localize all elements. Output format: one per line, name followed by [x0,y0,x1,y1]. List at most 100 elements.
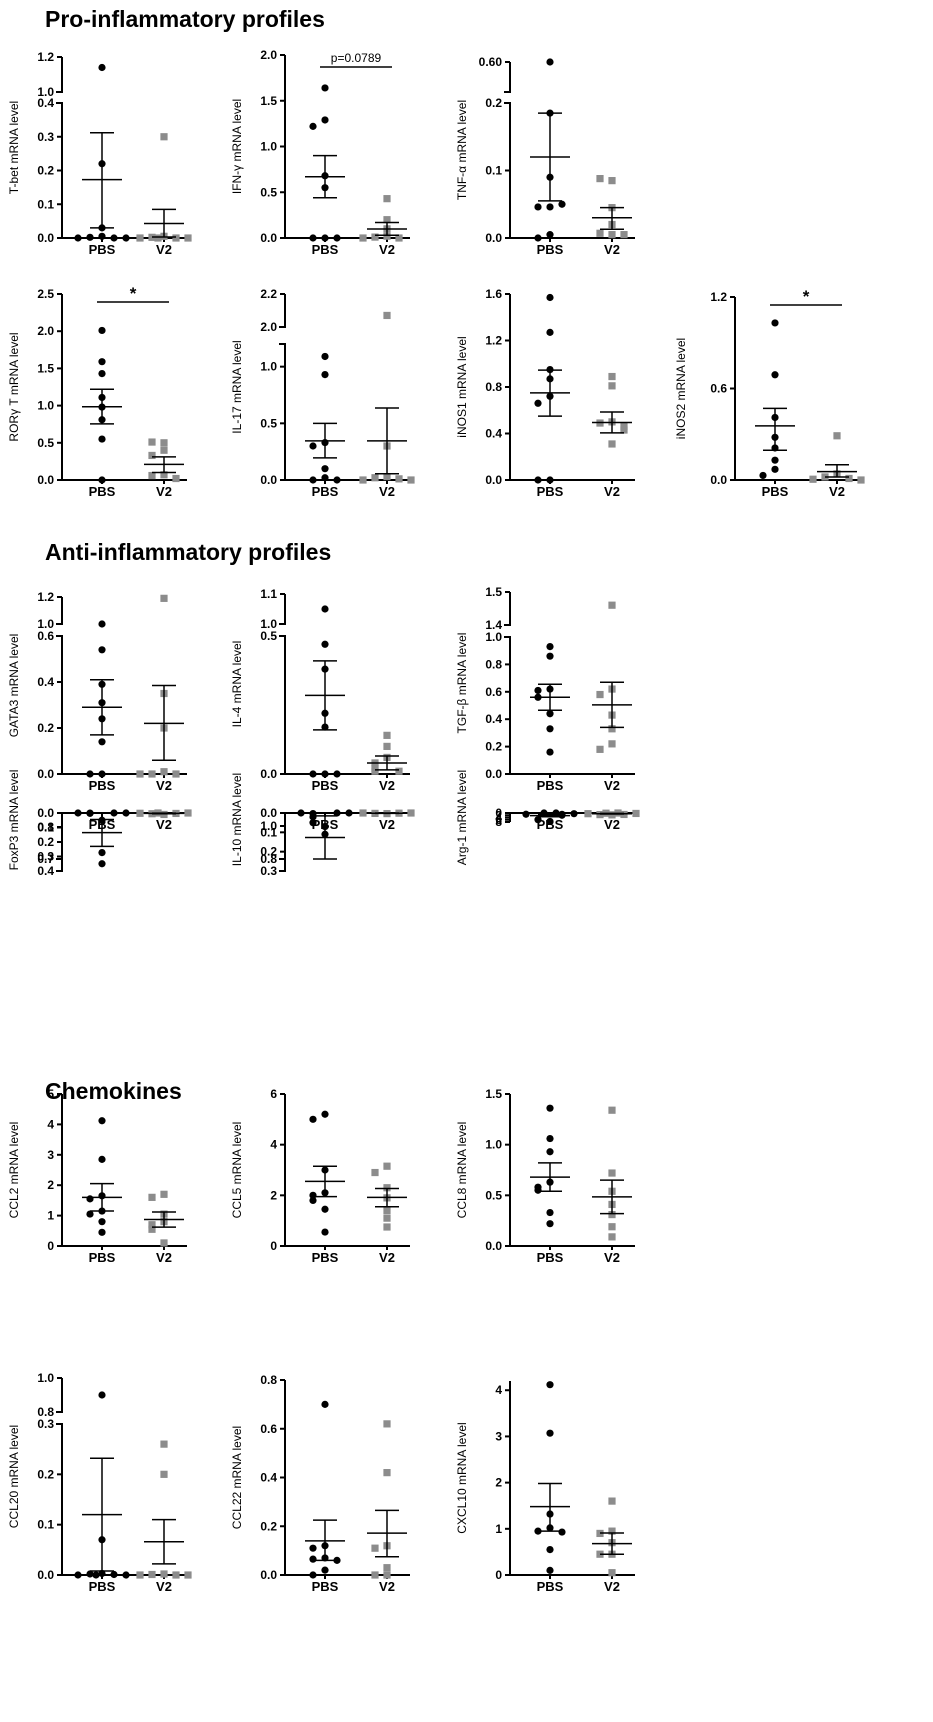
data-point-v2 [608,811,616,819]
y-tick-label: 0.1 [37,821,54,835]
data-point-v2 [359,234,367,242]
data-point-pbs [309,1544,317,1552]
y-tick-label: 1.0 [37,399,54,413]
data-point-v2 [160,446,168,454]
data-point-pbs [546,1104,554,1112]
data-point-v2 [608,1106,616,1114]
data-point-pbs [534,399,542,407]
chart-panel: 0.0 0.5 1.0 2.0 2.2 PBS V2 IL-17 mRNA level [230,287,415,499]
y-tick-label: 0.4 [260,1471,277,1485]
y-tick-label: 0.2 [485,96,502,110]
y-tick-label: 0.6 [485,685,502,699]
data-point-v2 [632,809,640,818]
chart-panel: 0.0 0.5 1.0 1.5 2.0 2.5 PBS V2 RORγ T mRNA level… [7,284,187,499]
x-tick-label: PBS [312,778,339,793]
y-tick-label: 8 [495,815,502,829]
data-point-v2 [608,1497,616,1505]
x-tick-label: PBS [89,778,116,793]
y-tick-label: 1.5 [485,1087,502,1101]
data-point-pbs [309,122,317,130]
y-axis-label: TGF-β mRNA level [455,633,469,734]
y-tick-label: 2.0 [260,48,277,62]
y-tick-label: 0.0 [260,1568,277,1582]
data-point-v2 [407,809,415,817]
data-point-v2 [833,432,841,440]
data-point-pbs [333,809,341,817]
data-point-v2 [172,1571,180,1579]
y-tick-label: 0.0 [260,806,277,820]
data-point-pbs [309,476,317,484]
data-point-pbs [98,435,106,443]
data-point-pbs [546,1220,554,1228]
data-point-pbs [86,1195,94,1203]
chart-panel: 0.0 0.2 0.4 0.6 0.8 1.01.4 1.5 PBS V2 TGF-β mRNA … [455,585,635,793]
y-tick-label: 2.0 [260,320,277,334]
y-tick-label: 0.4 [37,864,54,878]
y-tick-label: 0.8 [260,852,277,866]
y-tick-label: 0.4 [37,675,54,689]
y-tick-label: 0.6 [710,382,727,396]
data-point-pbs [309,442,317,450]
x-tick-label: PBS [762,484,789,499]
y-tick-label: 6 [495,813,502,827]
data-point-v2 [148,1225,156,1233]
data-point-pbs [771,465,779,473]
y-tick-label: 0.0 [37,806,54,820]
data-point-pbs [546,817,554,826]
data-point-v2 [383,216,391,224]
data-point-v2 [383,311,391,320]
y-axis-label: T-bet mRNA level [7,101,21,194]
data-point-pbs [98,770,106,778]
y-tick-label: 0.4 [485,712,502,726]
data-point-v2 [383,1469,391,1477]
x-tick-label: V2 [604,778,620,793]
chart-panel: 0.0 0.1 0.2 0.30.8 1.0 PBS V2 IL-10 mRNA level [230,773,415,878]
y-axis-label: IL-4 mRNA level [230,641,244,728]
data-point-pbs [122,1571,130,1579]
y-axis-label: CXCL10 mRNA level [455,1422,469,1533]
data-point-pbs [546,1148,554,1156]
data-point-v2 [383,1206,391,1215]
data-point-pbs [98,860,106,868]
y-tick-label: 2 [270,1188,277,1202]
x-tick-label: PBS [537,1250,564,1265]
data-point-v2 [148,438,156,446]
y-tick-label: 0.3 [37,1417,54,1431]
chart-panel: 0.0 0.5 1.0 1.5 2.0 PBS V2 IFN-γ mRNA level p=0.… [230,48,410,257]
y-tick-label: 0.3 [37,850,54,864]
chart-panel: 0.0 0.1 0.2 0.30.8 1.0 PBS V2 CCL20 mRNA level [7,1371,192,1594]
y-tick-label: 0.0 [260,231,277,245]
data-point-v2 [620,231,628,239]
data-point-pbs [522,810,530,818]
data-point-pbs [333,476,341,484]
y-tick-label: 1.5 [485,585,502,599]
data-point-v2 [371,1571,379,1579]
x-tick-label: V2 [379,1250,395,1265]
y-tick-label: 1.0 [260,617,277,631]
x-tick-label: PBS [312,484,339,499]
data-point-pbs [309,770,317,778]
data-point-pbs [546,1545,554,1554]
data-point-v2 [184,1571,192,1579]
data-point-v2 [383,1420,391,1428]
y-tick-label: 0.0 [260,767,277,781]
data-point-pbs [309,819,317,827]
y-axis-label: IL-17 mRNA level [230,340,244,433]
data-point-v2 [383,232,391,240]
data-point-pbs [321,1566,329,1574]
data-point-pbs [98,1218,106,1226]
data-point-v2 [184,809,192,817]
x-tick-label: V2 [829,484,845,499]
y-tick-label: 0.0 [485,1239,502,1253]
data-point-pbs [98,1117,106,1125]
data-point-v2 [584,810,592,818]
data-point-v2 [608,440,616,448]
y-tick-label: 4 [495,1383,502,1397]
data-point-pbs [86,233,94,241]
data-point-pbs [345,809,353,817]
data-point-v2 [148,1570,156,1579]
x-tick-label: V2 [604,817,620,832]
data-point-pbs [86,809,94,817]
data-point-pbs [534,816,542,824]
